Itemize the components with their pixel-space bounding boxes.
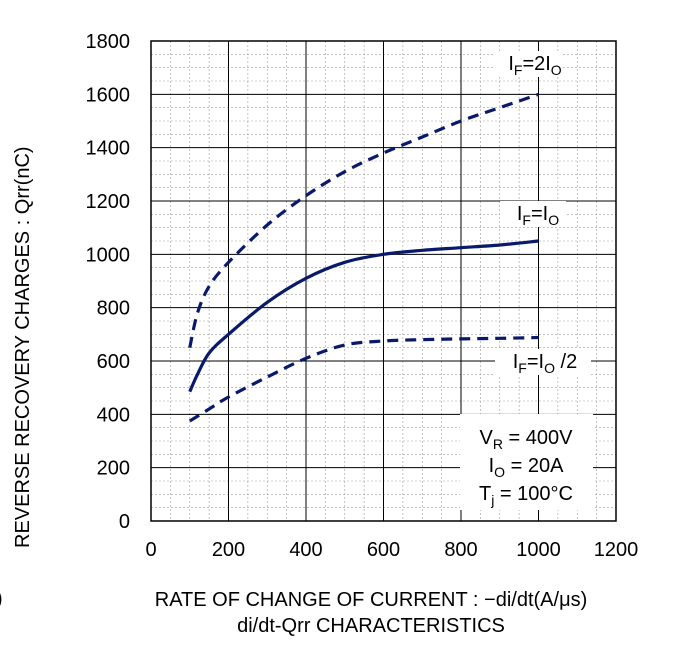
- x-tick-label: 1200: [594, 539, 639, 561]
- series-label-3: IF=IO /2: [513, 351, 578, 376]
- y-tick-label: 800: [97, 298, 130, 320]
- series-line-2: [188, 239, 539, 393]
- stray-parenthesis: ): [0, 588, 3, 611]
- y-tick-label: 1200: [86, 191, 131, 213]
- series-label-2: IF=IO: [517, 203, 559, 228]
- x-tick-label: 200: [212, 539, 245, 561]
- plot-frame: [150, 40, 617, 522]
- series-line-1: [188, 92, 540, 349]
- y-tick-label: 1600: [86, 84, 131, 106]
- condition-3: Tj = 100°C: [479, 483, 573, 508]
- y-tick-label: 400: [97, 404, 130, 426]
- x-tick-label: 800: [444, 539, 477, 561]
- y-tick-label: 0: [119, 511, 130, 533]
- x-tick-label: 600: [367, 539, 400, 561]
- x-tick-label: 400: [289, 539, 322, 561]
- series-label-1: IF=2IO: [508, 53, 561, 78]
- series-label-bg: [495, 51, 563, 77]
- y-tick-labels: 0 200 400 600 800 1000 1200 1400 1600 1800: [86, 31, 131, 533]
- y-tick-label: 600: [97, 351, 130, 373]
- x-tick-labels: 0 200 400 600 800 1000 1200: [145, 539, 638, 561]
- conditions-box: VR = 400V IO = 20A Tj = 100°C: [460, 414, 593, 510]
- series-lines: [188, 92, 540, 423]
- conditions-bg: [460, 414, 593, 510]
- series-label-bg: [500, 201, 566, 227]
- y-tick-label: 1400: [86, 138, 131, 160]
- x-axis-label: RATE OF CHANGE OF CURRENT : −di/dt(A/μs): [154, 589, 588, 611]
- condition-1: VR = 400V: [480, 427, 574, 452]
- series-labels: IF=2IO IF=IO IF=IO /2: [495, 51, 591, 376]
- y-tick-label: 200: [97, 458, 130, 480]
- condition-2: IO = 20A: [489, 455, 564, 480]
- x-tick-label: 0: [145, 539, 156, 561]
- chart-title: di/dt-Qrr CHARACTERISTICS: [237, 615, 505, 637]
- y-tick-label: 1800: [86, 31, 131, 53]
- y-tick-label: 1000: [86, 244, 131, 266]
- series-label-bg: [495, 349, 591, 375]
- series-line-3: [188, 335, 539, 423]
- x-tick-label: 1000: [516, 539, 561, 561]
- y-axis-label: REVERSE RECOVERY CHARGES : Qrr(nC): [12, 146, 34, 548]
